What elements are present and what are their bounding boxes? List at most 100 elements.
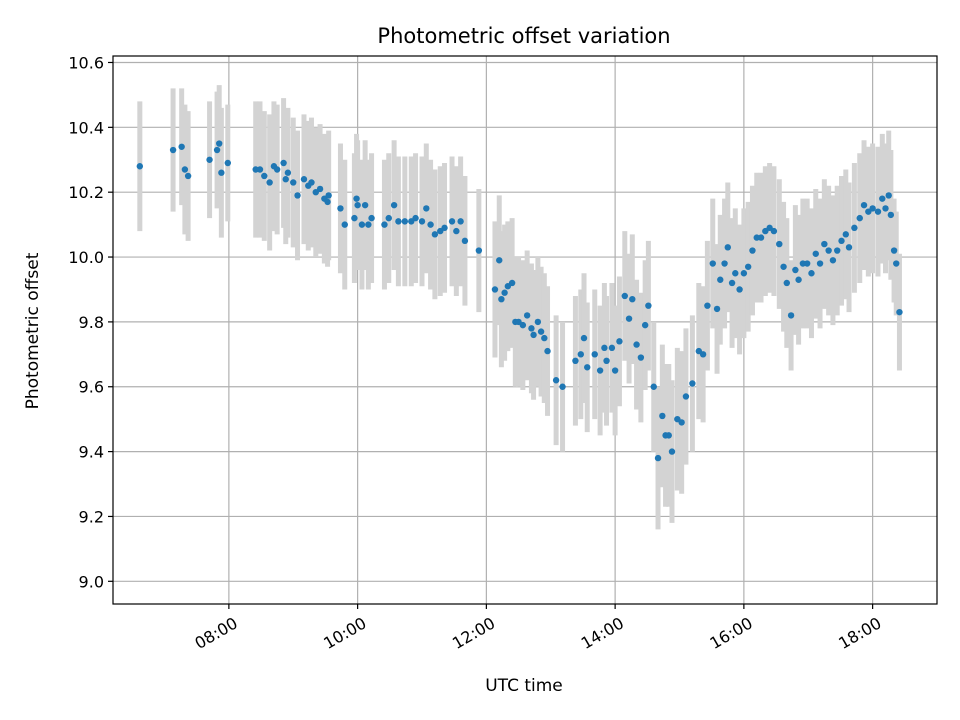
data-point <box>544 347 551 355</box>
data-point <box>603 357 610 365</box>
data-point <box>699 351 707 358</box>
data-point <box>792 266 799 274</box>
data-point <box>361 201 369 209</box>
y-tick-label: 9.0 <box>79 572 104 591</box>
data-point <box>541 334 548 342</box>
data-point <box>856 214 863 222</box>
data-point <box>869 205 876 212</box>
data-point <box>577 351 584 358</box>
y-axis: 9.0 9.2 9.4 9.6 9.8 10.0 10.2 10.4 10.6 <box>68 53 113 591</box>
data-point <box>572 357 579 365</box>
data-point <box>559 383 566 390</box>
data-point <box>795 276 802 283</box>
data-point <box>645 302 652 309</box>
data-point <box>887 211 895 219</box>
data-point <box>803 260 811 267</box>
data-point <box>591 351 598 358</box>
data-point <box>181 166 189 173</box>
data-point <box>457 218 464 225</box>
data-point <box>770 227 778 235</box>
data-point <box>668 448 676 455</box>
data-point <box>256 166 264 173</box>
data-point <box>395 218 402 225</box>
data-point <box>401 218 409 225</box>
data-point <box>324 198 331 206</box>
data-point <box>783 279 790 287</box>
data-point <box>682 393 690 400</box>
data-point <box>351 214 358 222</box>
data-point <box>724 244 731 251</box>
data-point <box>300 176 308 183</box>
data-point <box>834 247 841 254</box>
data-point <box>418 218 426 225</box>
y-tick-label: 9.2 <box>79 507 104 526</box>
data-point <box>381 221 388 228</box>
data-point <box>654 454 662 462</box>
data-point <box>825 247 832 254</box>
data-point <box>341 221 348 228</box>
data-point <box>528 325 535 332</box>
data-point <box>845 244 853 251</box>
data-point <box>580 334 588 342</box>
data-point <box>337 205 344 212</box>
plot-frame <box>112 55 938 605</box>
data-point <box>491 286 499 293</box>
data-point <box>780 263 787 270</box>
data-point <box>821 240 828 248</box>
data-point <box>842 231 850 238</box>
data-point <box>659 412 666 420</box>
y-tick-label: 9.6 <box>79 378 104 397</box>
data-point <box>717 276 724 283</box>
data-point <box>728 279 736 287</box>
y-tick-label: 10.2 <box>68 183 104 202</box>
data-point <box>629 295 636 303</box>
y-tick-label: 9.8 <box>79 313 104 332</box>
data-point <box>496 257 503 264</box>
data-point <box>625 315 633 322</box>
data-point <box>354 201 361 209</box>
data-point <box>136 163 144 170</box>
data-point <box>427 221 434 228</box>
data-point <box>325 192 332 199</box>
data-point <box>498 295 505 303</box>
data-point <box>665 432 672 439</box>
data-point <box>678 419 685 426</box>
data-point <box>879 195 886 202</box>
data-point <box>431 231 439 238</box>
data-point <box>732 270 739 277</box>
data-point <box>412 214 419 222</box>
data-point <box>178 143 185 150</box>
data-point <box>621 292 628 300</box>
data-point <box>501 289 508 296</box>
data-point <box>218 169 225 176</box>
data-point <box>776 240 783 248</box>
data-point <box>461 237 469 245</box>
data-point <box>874 208 882 215</box>
data-point <box>633 341 640 348</box>
y-tick-label: 9.4 <box>79 443 104 462</box>
y-tick-label: 10.6 <box>68 53 104 72</box>
data-point <box>508 279 516 287</box>
data-point <box>749 247 756 254</box>
data-point <box>851 224 858 232</box>
data-point <box>206 156 213 163</box>
data-point <box>713 305 721 313</box>
y-axis-title: Photometric offset <box>23 252 43 409</box>
data-point <box>441 224 448 232</box>
y-tick-label: 10.4 <box>68 118 104 137</box>
data-point <box>829 257 837 264</box>
data-point <box>896 308 903 316</box>
data-point <box>365 221 372 228</box>
data-point <box>890 247 898 254</box>
data-point <box>537 328 545 335</box>
data-point <box>353 195 360 202</box>
data-point <box>641 321 649 329</box>
data-point <box>808 270 815 277</box>
data-point <box>308 179 315 186</box>
data-point <box>816 260 824 267</box>
data-point <box>650 383 657 390</box>
data-point <box>689 380 696 387</box>
data-point <box>704 302 711 309</box>
data-point <box>284 169 292 176</box>
data-point <box>273 166 281 173</box>
